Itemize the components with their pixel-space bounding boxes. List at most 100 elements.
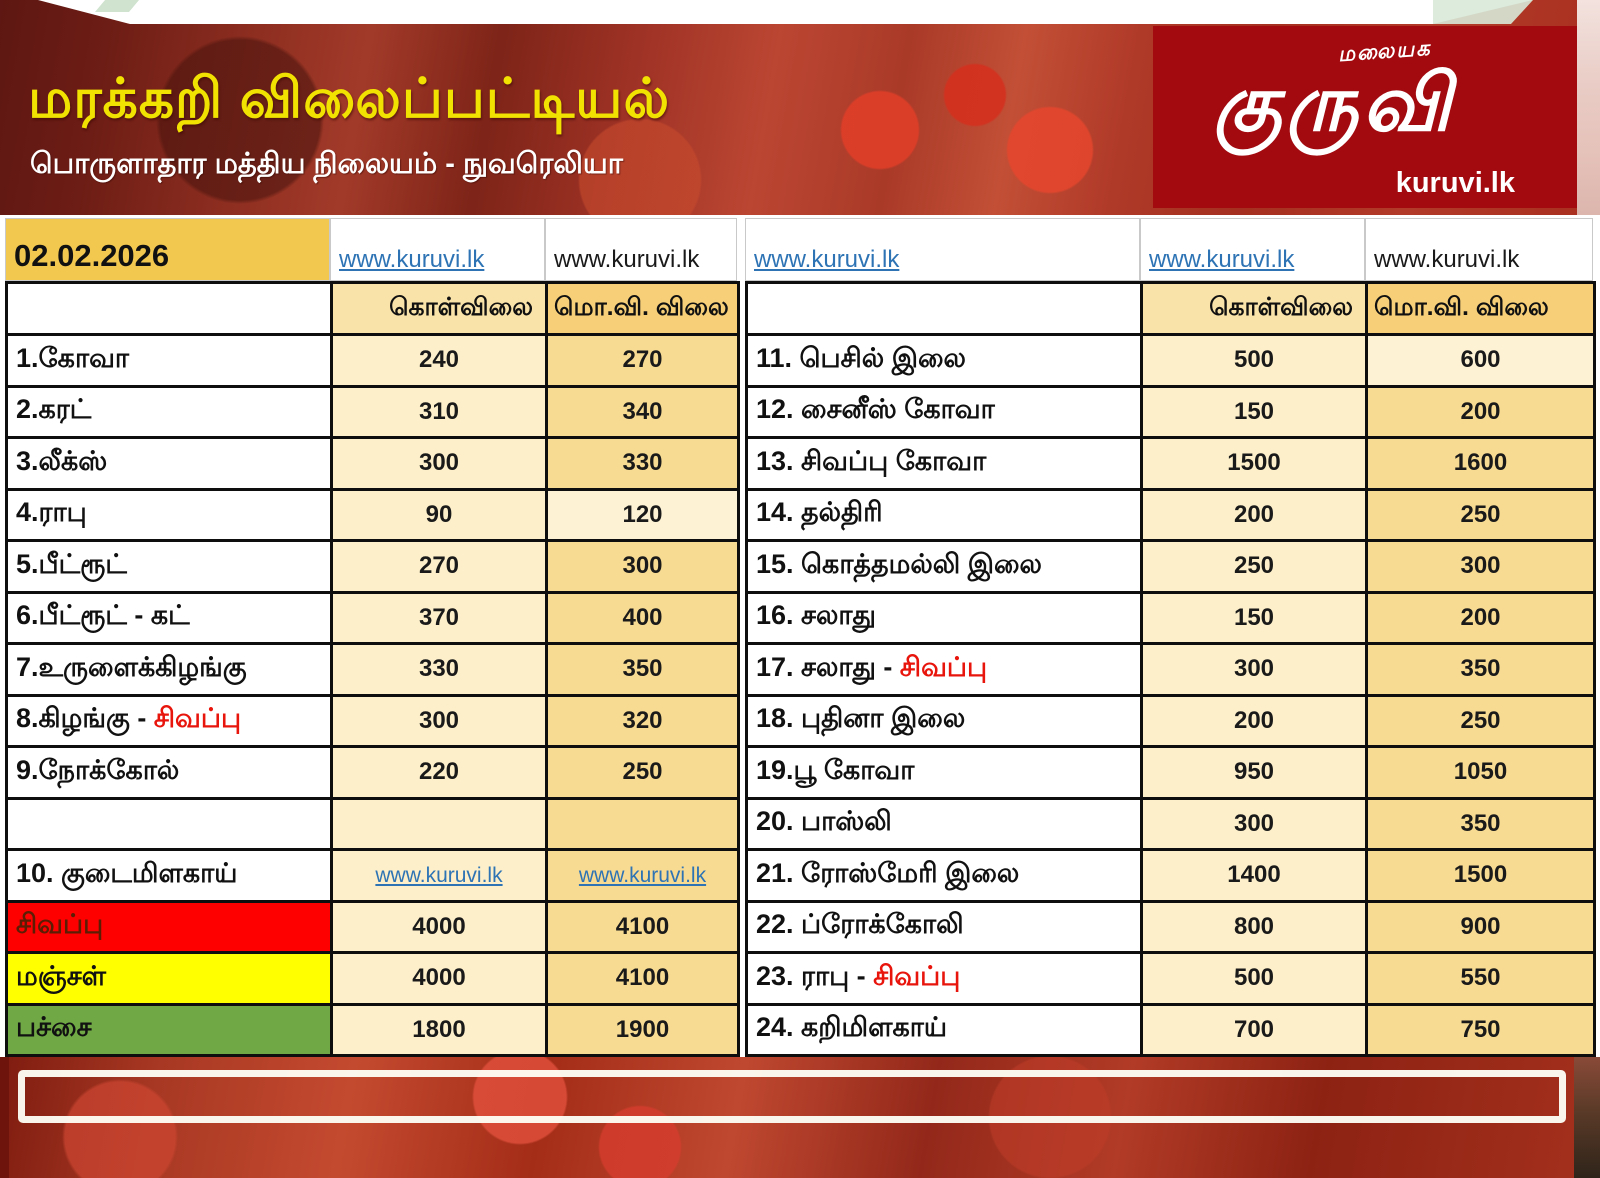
item-label-red: சிவப்பு	[873, 960, 961, 991]
empty-header-cell	[745, 281, 1143, 336]
item-label: 3.லீக்ஸ்	[16, 445, 108, 476]
wholesale-price-cell: 300	[545, 539, 740, 594]
wholesale-price-cell: www.kuruvi.lk	[545, 848, 740, 903]
item-label-cell: 19.பூ கோவா	[745, 745, 1143, 800]
page-title: மரக்கறி விலைப்பட்டியல்	[28, 67, 671, 129]
buy-price-cell: www.kuruvi.lk	[330, 848, 548, 903]
buy-price-cell: 270	[330, 539, 548, 594]
item-label-cell: பச்சை	[5, 1002, 333, 1057]
buy-price-header: கொள்விலை	[330, 281, 548, 336]
buy-price-cell: 1800	[330, 1002, 548, 1057]
wholesale-price-cell: 600	[1365, 333, 1596, 388]
wholesale-price-cell: 1050	[1365, 745, 1596, 800]
item-label-cell: 6.பீட்ரூட் - கட்	[5, 590, 333, 645]
wholesale-price-cell: 350	[1365, 796, 1596, 851]
table-row: 23. ராபு - சிவப்பு 500 550	[745, 951, 1596, 1006]
table-row: 20. பாஸ்லி 300 350	[745, 796, 1596, 851]
page-subtitle: பொருளாதார மத்திய நிலையம் - நுவரெலியா	[30, 148, 623, 180]
wholesale-price-cell: 250	[1365, 693, 1596, 748]
buy-price-cell: 1500	[1140, 436, 1368, 491]
wholesale-price-cell: 4100	[545, 951, 740, 1006]
top-white-band	[38, 0, 1533, 24]
table-row: 7.உருளைக்கிழங்கு 330 350	[5, 642, 740, 697]
buy-price-cell: 800	[1140, 899, 1368, 954]
table-row: 4.ராபு 90 120	[5, 487, 740, 542]
item-label-cell: 21. ரோஸ்மேரி இலை	[745, 848, 1143, 903]
table-row: 6.பீட்ரூட் - கட் 370 400	[5, 590, 740, 645]
item-label: 22. ப்ரோக்கோலி	[756, 909, 964, 940]
table-row	[5, 796, 740, 851]
left-price-table: 02.02.2026 www.kuruvi.lk www.kuruvi.lk க…	[5, 218, 740, 1057]
item-label: 19.பூ கோவா	[756, 754, 915, 785]
wholesale-price-cell: 400	[545, 590, 740, 645]
wholesale-price-cell: 270	[545, 333, 740, 388]
item-label: 23. ராபு -	[756, 960, 874, 991]
wholesale-price-cell: 250	[1365, 487, 1596, 542]
buy-price-cell: 200	[1140, 487, 1368, 542]
table-row: 22. ப்ரோக்கோலி 800 900	[745, 899, 1596, 954]
buy-price-cell: 310	[330, 384, 548, 439]
kuruvi-link[interactable]: www.kuruvi.lk	[1149, 246, 1295, 273]
table-row: 9.நோக்கோல் 220 250	[5, 745, 740, 800]
buy-price-cell: 300	[1140, 642, 1368, 697]
table-row: 21. ரோஸ்மேரி இலை 1400 1500	[745, 848, 1596, 903]
item-label-cell: 4.ராபு	[5, 487, 333, 542]
wholesale-price-cell: 1900	[545, 1002, 740, 1057]
item-label: 4.ராபு	[16, 497, 87, 528]
kuruvi-link[interactable]: www.kuruvi.lk	[578, 864, 707, 888]
buy-price-cell: 4000	[330, 951, 548, 1006]
buy-price-cell: 150	[1140, 384, 1368, 439]
buy-price-header: கொள்விலை	[1140, 281, 1368, 336]
item-label-cell: 22. ப்ரோக்கோலி	[745, 899, 1143, 954]
table-row: மஞ்சள் 4000 4100	[5, 951, 740, 1006]
item-label: 20. பாஸ்லி	[756, 806, 892, 837]
table-row: 5.பீட்ரூட் 270 300	[5, 539, 740, 594]
kuruvi-link[interactable]: www.kuruvi.lk	[339, 246, 485, 273]
item-label-cell: மஞ்சள்	[5, 951, 333, 1006]
bottom-left-edge	[0, 1057, 9, 1178]
link-cell: www.kuruvi.lk	[330, 218, 545, 281]
wholesale-price-cell: 300	[1365, 539, 1596, 594]
kuruvi-link[interactable]: www.kuruvi.lk	[375, 864, 503, 888]
white-frame	[18, 1070, 1566, 1123]
right-price-table: www.kuruvi.lk www.kuruvi.lk www.kuruvi.l…	[745, 218, 1596, 1057]
wholesale-price-cell: 200	[1365, 384, 1596, 439]
table-row: 12. சைனீஸ் கோவா 150 200	[745, 384, 1596, 439]
table-row: 14. தல்திரி 200 250	[745, 487, 1596, 542]
item-label: 14. தல்திரி	[756, 497, 883, 528]
item-label-cell: 12. சைனீஸ் கோவா	[745, 384, 1143, 439]
item-label: 10. குடைமிளகாய்	[16, 857, 238, 888]
table-row: 19.பூ கோவா 950 1050	[745, 745, 1596, 800]
kuruvi-logo: மலையக குருவி kuruvi.lk	[1153, 26, 1577, 208]
item-label-cell: 15. கொத்தமல்லி இலை	[745, 539, 1143, 594]
item-label: 18. புதினா இலை	[756, 703, 966, 734]
kuruvi-link-plain: www.kuruvi.lk	[1374, 246, 1520, 273]
wholesale-price-cell: 900	[1365, 899, 1596, 954]
wholesale-price-cell: 340	[545, 384, 740, 439]
right-header-row: கொள்விலை மொ.வி. விலை	[745, 281, 1596, 336]
table-row: 1.கோவா 240 270	[5, 333, 740, 388]
link-cell: www.kuruvi.lk	[1140, 218, 1365, 281]
buy-price-cell: 300	[1140, 796, 1368, 851]
item-label-cell: 18. புதினா இலை	[745, 693, 1143, 748]
link-cell: www.kuruvi.lk	[745, 218, 1140, 281]
wholesale-price-cell: 320	[545, 693, 740, 748]
green-accent-right	[1433, 0, 1533, 24]
item-label-cell: 3.லீக்ஸ்	[5, 436, 333, 491]
empty-header-cell	[5, 281, 333, 336]
item-label-cell: 20. பாஸ்லி	[745, 796, 1143, 851]
item-label: 13. சிவப்பு கோவா	[756, 445, 987, 476]
item-label-cell: 16. சலாது	[745, 590, 1143, 645]
wholesale-price-cell: 200	[1365, 590, 1596, 645]
item-label: 12. சைனீஸ் கோவா	[756, 394, 995, 425]
bottom-dark-corner	[1574, 1057, 1600, 1178]
kuruvi-link[interactable]: www.kuruvi.lk	[754, 246, 900, 273]
buy-price-cell: 700	[1140, 1002, 1368, 1057]
item-label: 6.பீட்ரூட் - கட்	[16, 600, 190, 631]
buy-price-cell: 500	[1140, 951, 1368, 1006]
table-row: பச்சை 1800 1900	[5, 1002, 740, 1057]
logo-site-text: kuruvi.lk	[1395, 167, 1515, 199]
item-label: 16. சலாது	[756, 600, 876, 631]
wholesale-price-cell: 250	[545, 745, 740, 800]
item-label-cell: 8.கிழங்கு - சிவப்பு	[5, 693, 333, 748]
